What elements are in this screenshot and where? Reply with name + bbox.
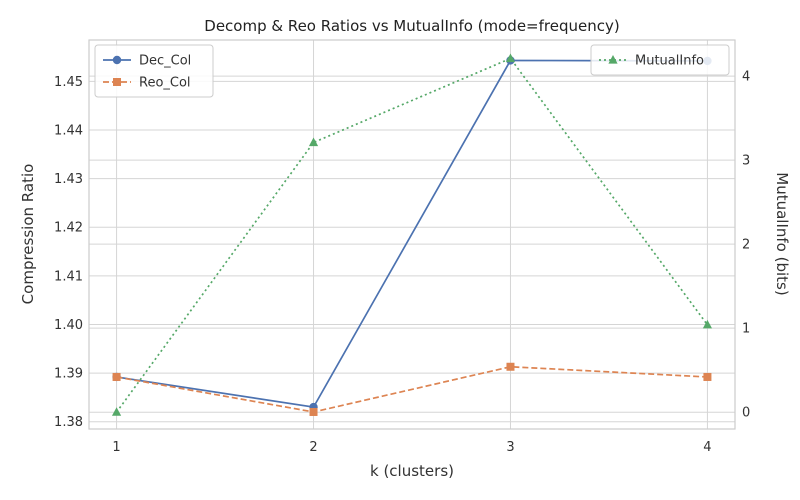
- left-y-axis-label: Compression Ratio: [19, 164, 37, 305]
- right-axis-ticks: 0 1 2 3 4: [742, 70, 750, 421]
- legend-label-reo-col: Reo_Col: [139, 76, 191, 91]
- series-reo-col: [112, 362, 712, 416]
- left-y-tick-label: 1.38: [54, 415, 83, 430]
- legend-left: Dec_Col Reo_Col: [94, 44, 214, 98]
- x-tick-label: 2: [309, 440, 317, 455]
- left-y-tick-label: 1.43: [54, 172, 83, 187]
- right-y-tick-label: 0: [742, 406, 750, 421]
- legend-marker-dec-col: [112, 55, 122, 65]
- left-y-tick-label: 1.40: [54, 318, 83, 333]
- x-tick-label: 3: [506, 440, 514, 455]
- legend-box: [590, 44, 730, 76]
- legend-label-mutualinfo: MutualInfo: [635, 54, 704, 69]
- x-tick-label: 4: [703, 440, 711, 455]
- chart-title: Decomp & Reo Ratios vs MutualInfo (mode=…: [204, 17, 619, 35]
- x-axis-ticks: 1 2 3 4: [112, 440, 711, 455]
- series-dec-col: [112, 56, 712, 412]
- left-axis-ticks: 1.38 1.39 1.40 1.41 1.42 1.43 1.44 1.45: [54, 75, 83, 430]
- series-line-dec-col: [116, 59, 708, 409]
- series-line-mutualinfo: [115, 57, 709, 413]
- plot-frame: [88, 39, 736, 430]
- point-mutualinfo: [505, 53, 516, 63]
- point-mutualinfo: [702, 319, 713, 329]
- point-reo-col: [506, 362, 515, 371]
- right-y-tick-label: 3: [742, 154, 750, 169]
- right-y-tick-label: 1: [742, 322, 750, 337]
- point-mutualinfo: [308, 137, 319, 147]
- point-reo-col: [112, 372, 121, 381]
- left-y-tick-label: 1.42: [54, 221, 83, 236]
- legend-marker-reo-col: [113, 78, 121, 86]
- point-mutualinfo: [111, 407, 122, 416]
- legend-right: MutualInfo: [590, 44, 730, 76]
- series-line-reo-col: [116, 365, 708, 413]
- left-y-tick-label: 1.45: [54, 75, 83, 90]
- legend-marker-mutualinfo: [608, 55, 618, 64]
- right-y-tick-label: 4: [742, 70, 750, 85]
- point-reo-col: [309, 407, 318, 416]
- series-layer: [111, 53, 713, 416]
- right-y-tick-label: 2: [742, 238, 750, 253]
- legend-box: [94, 44, 214, 98]
- left-y-tick-label: 1.44: [54, 123, 83, 138]
- x-tick-label: 1: [112, 440, 120, 455]
- legend-label-dec-col: Dec_Col: [139, 54, 191, 69]
- left-y-tick-label: 1.39: [54, 367, 83, 382]
- series-mutualinfo: [111, 53, 713, 416]
- right-y-axis-label: MutualInfo (bits): [773, 172, 791, 295]
- point-reo-col: [703, 372, 712, 381]
- left-y-tick-label: 1.41: [54, 269, 83, 284]
- x-axis-label: k (clusters): [370, 462, 454, 480]
